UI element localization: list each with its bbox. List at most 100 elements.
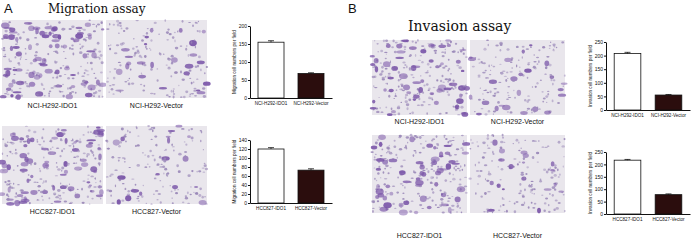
cell [441,193,446,197]
cell [381,72,383,73]
cell [430,163,432,164]
cell [14,196,17,198]
cell [426,168,428,169]
cell [198,194,201,197]
tick-label: HCC827-Vector [652,217,685,222]
cell [436,88,442,92]
cell [187,135,191,138]
cell [546,102,547,103]
cell [135,20,138,21]
cell [532,107,538,112]
tick-label: 100 [239,59,248,65]
cell [73,141,76,144]
cell [17,165,19,167]
cell [507,92,509,93]
cell [533,61,536,63]
cell [43,157,44,159]
cell [88,85,96,91]
cell [82,80,85,82]
cell [185,197,188,200]
cell [384,52,387,53]
cell [446,42,449,43]
cell [36,94,39,96]
cell [86,144,93,148]
cell [56,147,59,148]
x-axis: NCI-H292-IDO1NCI-H292-Vector [251,99,333,107]
cell [561,145,564,147]
cell [60,182,61,184]
cell [408,99,411,102]
cell [109,85,111,86]
cell [459,170,461,172]
cell [474,111,476,112]
cell [478,175,481,178]
cell [166,39,169,40]
cell [398,113,401,116]
cell [91,52,96,58]
cell [530,191,532,193]
cell [391,46,394,48]
axis-line [250,27,251,99]
cell [563,86,564,87]
y-tick: 80 [241,164,250,170]
cell [544,147,547,148]
cell [397,107,401,110]
cell [37,182,39,183]
cell [178,85,179,86]
cell [37,141,39,143]
cell [199,187,202,190]
cell [34,37,37,39]
cell [30,137,35,142]
cell [59,198,62,200]
cell [396,44,402,49]
cell [554,183,557,187]
cell [440,166,442,168]
cell [558,88,564,91]
cell [100,72,103,74]
cell [183,156,189,162]
cell [394,96,397,98]
cell [538,140,540,142]
cell [153,127,155,130]
cell [530,47,532,48]
cell [51,87,54,89]
cell [403,46,406,49]
cell [533,66,536,69]
cell [372,76,375,78]
cell [48,197,50,199]
cell [454,167,455,170]
cell [79,43,81,45]
cell [421,61,423,63]
cell [147,155,149,158]
tick-label: NCI-H292-Vector [651,113,686,118]
cell [420,172,422,173]
cell [457,51,458,53]
cell [554,164,557,167]
cell [97,24,100,26]
cell [397,50,406,53]
cell [33,27,41,30]
cell [452,80,454,82]
cell [415,54,416,57]
cell [195,192,198,194]
cell [78,141,81,144]
cell [374,156,376,158]
cell [502,134,504,137]
cell [490,141,492,142]
cell [514,210,517,213]
cell [544,202,547,204]
cell [137,135,139,136]
cell [379,207,380,209]
cell [456,65,459,67]
cell [26,38,29,41]
micrograph-background [372,135,467,213]
cell [491,134,493,137]
cell [427,170,429,173]
cell [43,140,44,142]
cell [409,113,411,115]
cell [95,177,96,180]
tick-mark [248,98,250,99]
cell [486,180,489,182]
cell [35,91,43,96]
cell [150,68,152,71]
